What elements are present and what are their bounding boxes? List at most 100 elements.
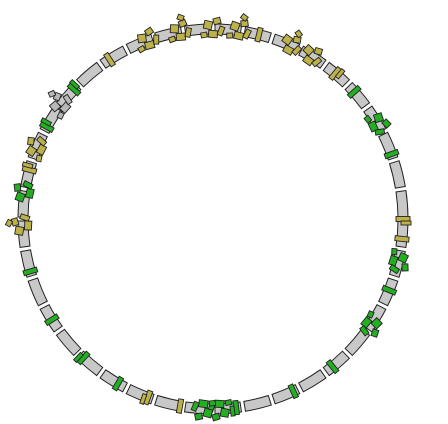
genome-feature-green bbox=[383, 148, 400, 160]
genome-feature-olive bbox=[167, 13, 193, 44]
feature-block bbox=[143, 26, 155, 37]
feature-block bbox=[381, 284, 398, 296]
feature-block bbox=[254, 26, 264, 43]
feature-block bbox=[21, 161, 34, 169]
genome-feature-green bbox=[66, 78, 82, 97]
feature-layer bbox=[4, 12, 412, 422]
genome-feature-olive bbox=[136, 26, 160, 54]
feature-block bbox=[14, 191, 26, 203]
genome-feature-olive bbox=[394, 235, 410, 243]
feature-block bbox=[153, 34, 160, 45]
feature-block bbox=[102, 51, 117, 68]
ring-segment bbox=[322, 350, 351, 377]
feature-block bbox=[401, 263, 409, 272]
genome-feature-green bbox=[13, 179, 35, 203]
feature-block bbox=[229, 20, 241, 32]
feature-block bbox=[47, 89, 57, 98]
feature-block bbox=[219, 407, 230, 418]
genome-feature-olive bbox=[175, 398, 185, 414]
feature-block bbox=[14, 225, 25, 236]
feature-block bbox=[22, 266, 39, 277]
ring-segment bbox=[344, 328, 371, 357]
ring-segment bbox=[243, 394, 272, 412]
genome-feature-olive bbox=[25, 135, 48, 163]
genome-feature-olive bbox=[200, 16, 226, 39]
feature-block bbox=[13, 183, 22, 192]
backbone-ring bbox=[17, 23, 409, 415]
feature-block bbox=[310, 56, 323, 68]
feature-block bbox=[175, 32, 187, 42]
feature-block bbox=[48, 99, 62, 113]
ring-segment bbox=[55, 328, 82, 357]
feature-block bbox=[184, 27, 193, 38]
feature-block bbox=[370, 317, 383, 330]
feature-block bbox=[35, 154, 43, 163]
feature-block bbox=[292, 35, 302, 44]
feature-block bbox=[23, 220, 33, 231]
feature-block bbox=[302, 43, 315, 57]
genome-feature-olive bbox=[328, 65, 346, 82]
genome-feature-olive bbox=[281, 29, 304, 57]
feature-block bbox=[391, 248, 398, 256]
feature-block bbox=[72, 351, 84, 364]
genome-feature-green bbox=[359, 310, 383, 338]
feature-block bbox=[291, 44, 303, 57]
feature-block bbox=[176, 13, 185, 22]
genome-feature-green bbox=[287, 383, 300, 400]
genome-feature-green bbox=[43, 313, 60, 327]
feature-block bbox=[139, 393, 148, 405]
ring-segment bbox=[75, 61, 104, 88]
feature-block bbox=[190, 400, 200, 413]
genome-feature-olive bbox=[102, 51, 117, 68]
genome-feature-green bbox=[38, 117, 55, 134]
feature-block bbox=[19, 213, 31, 222]
genome-feature-olive bbox=[226, 12, 253, 41]
feature-block bbox=[397, 251, 410, 264]
feature-block bbox=[202, 19, 214, 31]
genome-feature-green bbox=[190, 399, 217, 421]
feature-block bbox=[194, 412, 204, 421]
feature-block bbox=[313, 46, 324, 56]
feature-block bbox=[25, 144, 38, 158]
ring-segment bbox=[298, 369, 327, 393]
feature-block bbox=[169, 24, 179, 34]
genome-feature-olive bbox=[21, 161, 38, 175]
genome-feature-green bbox=[381, 284, 398, 296]
feature-block bbox=[239, 12, 249, 22]
feature-block bbox=[233, 30, 245, 41]
feature-block bbox=[400, 220, 412, 226]
feature-block bbox=[207, 29, 219, 39]
genome-feature-olive bbox=[4, 213, 33, 236]
feature-block bbox=[43, 313, 60, 327]
genome-feature-olive bbox=[254, 26, 264, 43]
feature-block bbox=[136, 33, 147, 44]
feature-block bbox=[372, 112, 385, 124]
feature-block bbox=[334, 67, 346, 80]
feature-block bbox=[363, 114, 373, 124]
genome-feature-green bbox=[22, 266, 39, 277]
feature-block bbox=[27, 136, 35, 146]
feature-block bbox=[216, 25, 226, 37]
feature-block bbox=[325, 359, 340, 375]
feature-block bbox=[212, 16, 222, 26]
feature-block bbox=[167, 35, 177, 44]
ring-segment bbox=[388, 160, 406, 189]
genome-feature-green bbox=[72, 350, 91, 366]
feature-block bbox=[226, 32, 234, 39]
genome-feature-green bbox=[363, 112, 392, 136]
ring-segment bbox=[395, 189, 409, 218]
feature-block bbox=[383, 148, 400, 160]
feature-block bbox=[229, 405, 236, 417]
ring-segment bbox=[27, 277, 48, 307]
genome-feature-gray bbox=[47, 89, 73, 120]
feature-block bbox=[381, 118, 392, 129]
feature-block bbox=[388, 263, 401, 275]
feature-block bbox=[211, 412, 221, 422]
feature-block bbox=[346, 84, 362, 100]
genome-feature-green bbox=[387, 248, 410, 275]
feature-block bbox=[366, 310, 375, 319]
feature-block bbox=[175, 398, 185, 414]
feature-block bbox=[62, 93, 73, 106]
feature-block bbox=[137, 44, 147, 54]
